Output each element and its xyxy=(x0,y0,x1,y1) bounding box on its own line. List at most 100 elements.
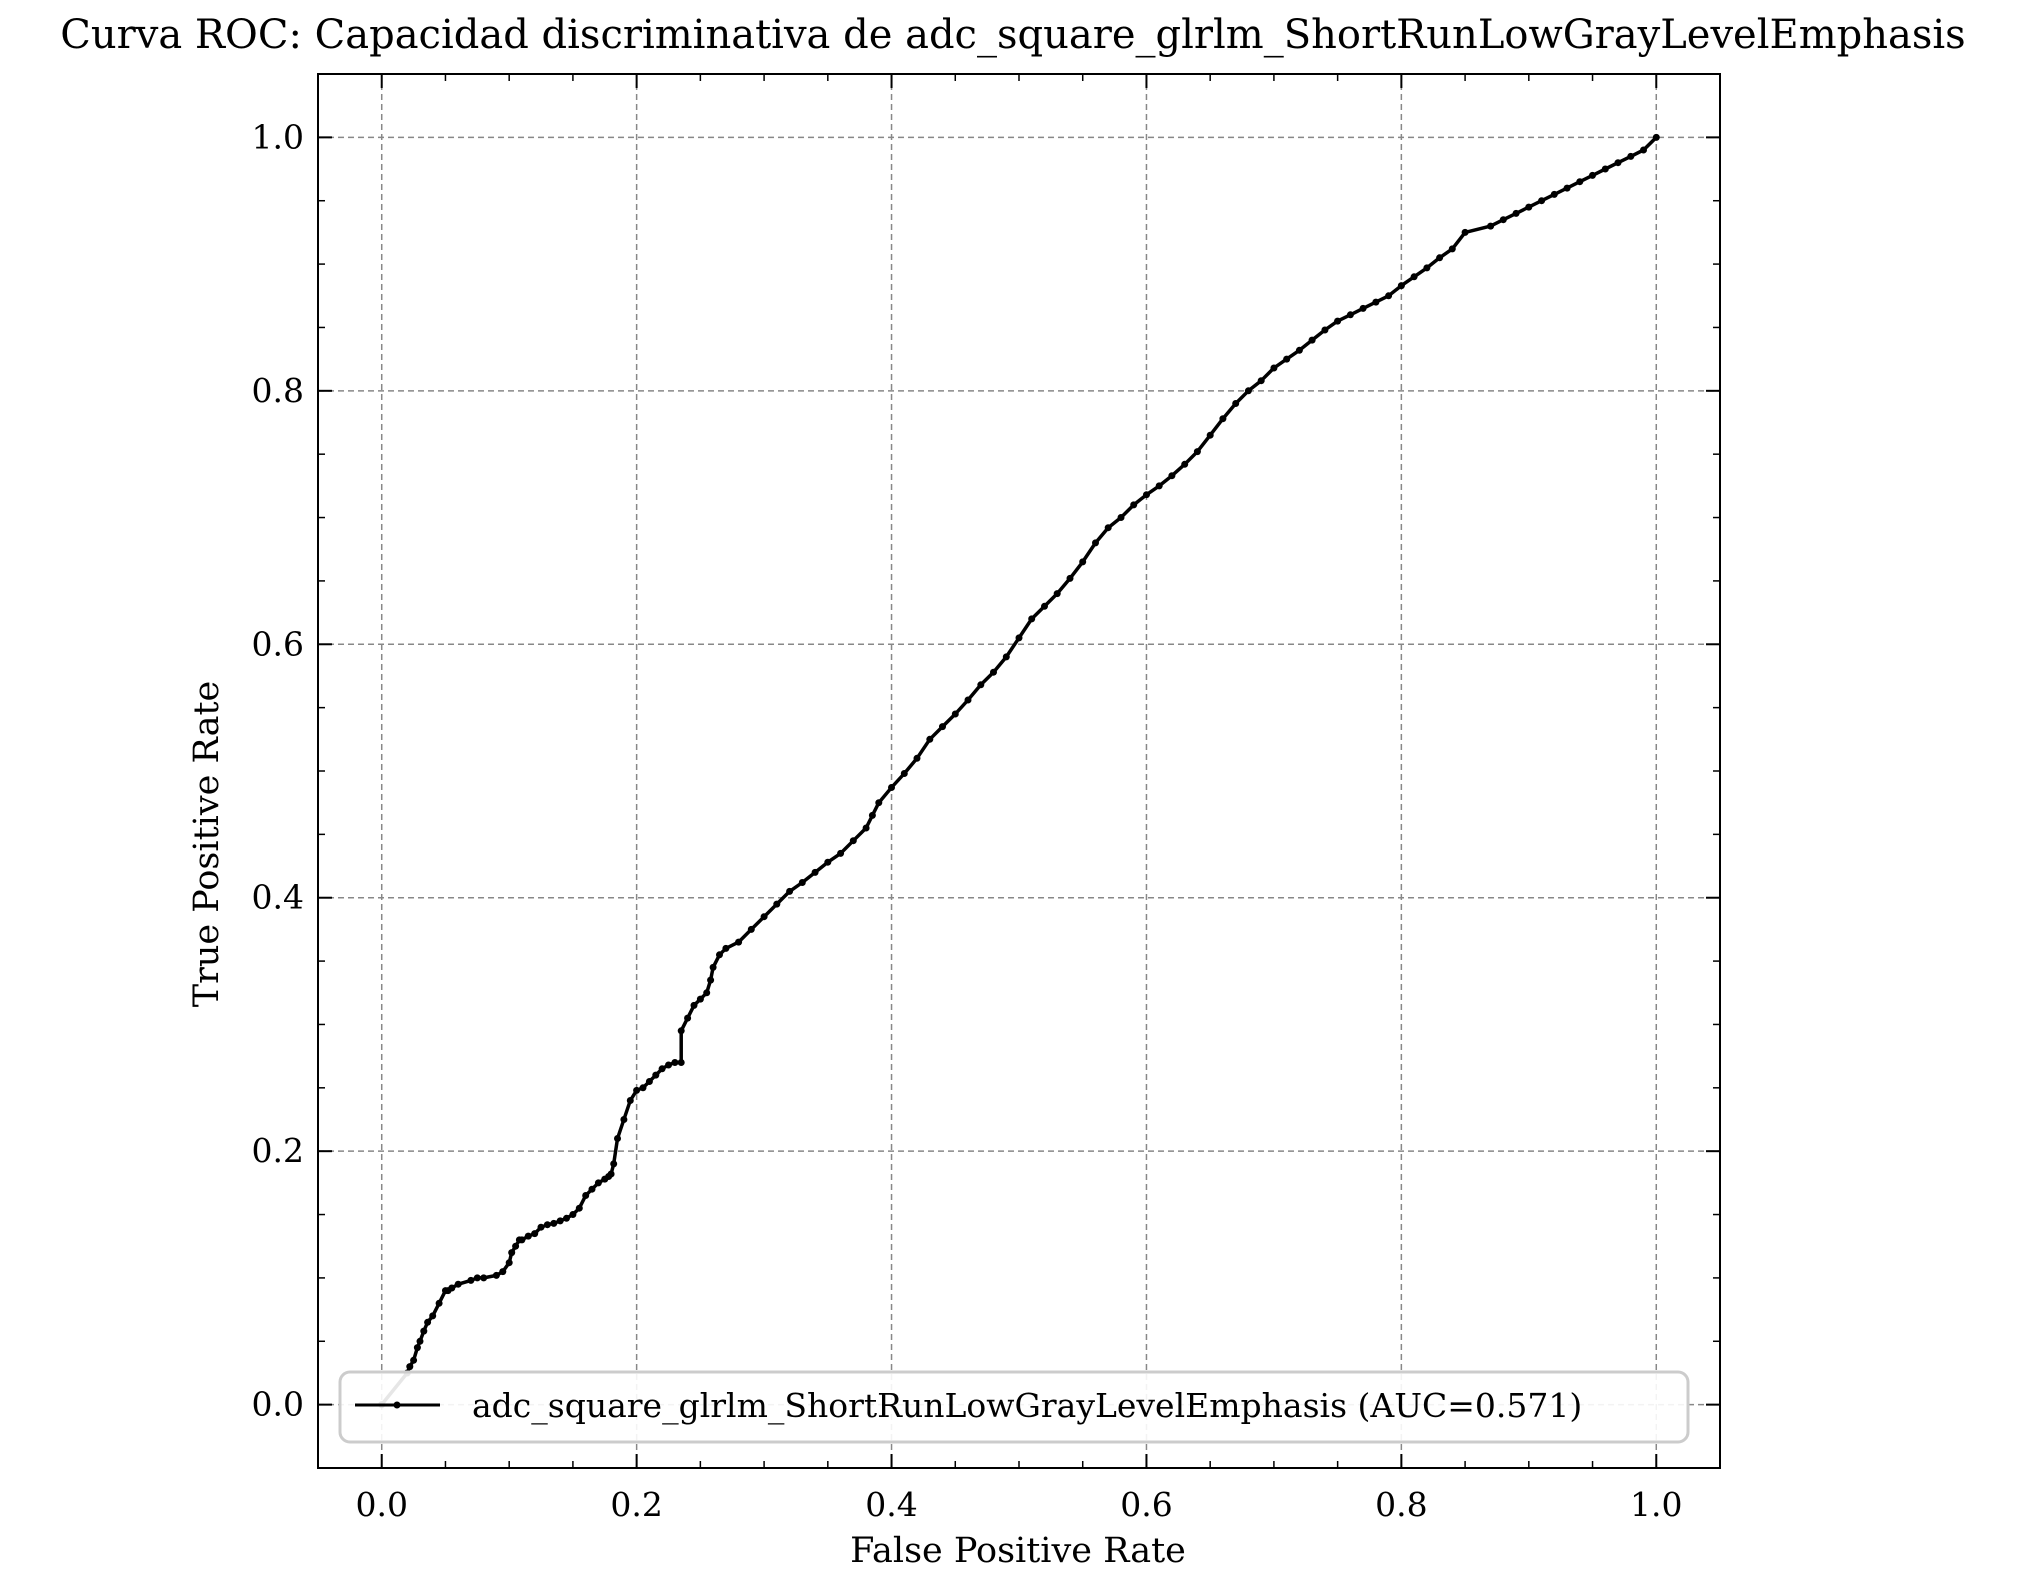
roc-point xyxy=(499,1268,507,1276)
roc-point xyxy=(614,1135,621,1142)
roc-point xyxy=(964,696,972,704)
roc-point xyxy=(406,1363,414,1371)
axis-ticks: 0.0 0.2 0.4 0.6 0.8 1.0 0.0 0.2 0.4 0.6 0.8 1.0 xyxy=(252,74,1720,1524)
roc-point xyxy=(1346,311,1354,319)
legend-label: adc_square_glrlm_ShortRunLowGrayLevelEmp… xyxy=(472,1386,1582,1426)
y-tick-label: 0.6 xyxy=(252,624,304,663)
roc-point xyxy=(1002,653,1010,661)
roc-point xyxy=(1232,400,1240,407)
roc-point xyxy=(913,754,921,762)
roc-point xyxy=(747,925,755,933)
y-tick-label: 0.8 xyxy=(252,371,304,410)
y-tick-label: 0.4 xyxy=(252,878,304,917)
roc-point xyxy=(1181,460,1189,468)
roc-point xyxy=(1525,203,1533,211)
roc-point xyxy=(677,1059,685,1066)
roc-point xyxy=(1372,298,1380,306)
y-axis-label: True Positive Rate xyxy=(187,681,227,1007)
roc-point xyxy=(658,1065,666,1073)
roc-point xyxy=(633,1086,641,1094)
roc-point xyxy=(645,1078,653,1085)
roc-point xyxy=(1499,216,1507,224)
roc-point xyxy=(512,1242,520,1250)
roc-point xyxy=(480,1274,488,1282)
roc-point xyxy=(1563,184,1571,192)
roc-point xyxy=(563,1214,570,1222)
roc-point xyxy=(1461,228,1469,236)
roc-point xyxy=(696,995,704,1003)
roc-point xyxy=(626,1097,634,1104)
roc-point xyxy=(1385,292,1393,300)
roc-point xyxy=(837,849,845,857)
roc-point xyxy=(492,1271,500,1279)
roc-point xyxy=(1601,165,1609,173)
roc-point xyxy=(735,938,743,946)
roc-point xyxy=(556,1217,564,1225)
roc-point xyxy=(939,723,946,731)
roc-point xyxy=(1410,273,1418,281)
roc-point xyxy=(1614,159,1622,167)
series-layer xyxy=(378,133,1660,1409)
roc-point xyxy=(1550,190,1558,198)
x-tick-label: 0.6 xyxy=(1120,1485,1172,1524)
roc-point xyxy=(671,1059,679,1066)
roc-point xyxy=(1028,615,1036,623)
roc-point xyxy=(607,1170,615,1178)
roc-point xyxy=(951,710,959,718)
roc-point xyxy=(588,1185,596,1193)
roc-point xyxy=(824,858,832,866)
roc-point xyxy=(610,1160,618,1168)
roc-point xyxy=(413,1344,421,1352)
roc-point xyxy=(1359,304,1367,312)
roc-point xyxy=(677,1027,685,1035)
roc-point xyxy=(1397,282,1405,290)
roc-point xyxy=(454,1280,462,1288)
roc-point xyxy=(1423,264,1431,272)
plot-frame xyxy=(317,73,1721,1469)
roc-point xyxy=(524,1232,532,1240)
roc-point xyxy=(620,1116,628,1123)
x-axis-label: False Positive Rate xyxy=(850,1531,1186,1571)
roc-point xyxy=(1193,448,1201,456)
roc-point xyxy=(575,1204,583,1212)
roc-point xyxy=(569,1211,577,1218)
roc-point xyxy=(703,989,711,997)
roc-point xyxy=(716,951,723,959)
roc-point xyxy=(429,1312,437,1320)
roc-point xyxy=(811,868,819,876)
roc-point xyxy=(773,900,781,908)
roc-point xyxy=(652,1071,660,1079)
roc-point xyxy=(537,1223,545,1231)
roc-point xyxy=(1627,152,1635,160)
roc-point xyxy=(760,913,768,921)
roc-point xyxy=(1576,178,1584,186)
roc-point xyxy=(690,1001,698,1009)
y-tick-label: 0.0 xyxy=(252,1385,304,1424)
roc-point xyxy=(639,1084,647,1092)
roc-point xyxy=(508,1249,516,1257)
x-tick-label: 0.8 xyxy=(1375,1485,1427,1524)
roc-point xyxy=(531,1230,539,1238)
roc-point xyxy=(1295,346,1303,354)
roc-point xyxy=(1206,431,1214,439)
roc-point xyxy=(1283,355,1291,363)
x-tick-label: 0.2 xyxy=(610,1485,662,1524)
roc-point xyxy=(518,1236,526,1244)
roc-point xyxy=(926,735,934,743)
roc-point xyxy=(1487,222,1495,230)
roc-point xyxy=(888,784,895,791)
roc-point xyxy=(1321,326,1329,334)
roc-point xyxy=(435,1299,443,1307)
roc-point xyxy=(1244,387,1252,395)
roc-point xyxy=(424,1318,432,1326)
roc-point xyxy=(868,811,876,819)
roc-point xyxy=(1092,539,1099,547)
roc-point xyxy=(1257,377,1265,385)
roc-point xyxy=(1640,146,1647,154)
roc-point xyxy=(1015,634,1023,642)
roc-point xyxy=(505,1259,513,1267)
roc-point xyxy=(709,963,717,971)
roc-point xyxy=(594,1179,602,1187)
roc-point xyxy=(1117,514,1125,521)
y-tick-label: 0.2 xyxy=(252,1131,304,1170)
